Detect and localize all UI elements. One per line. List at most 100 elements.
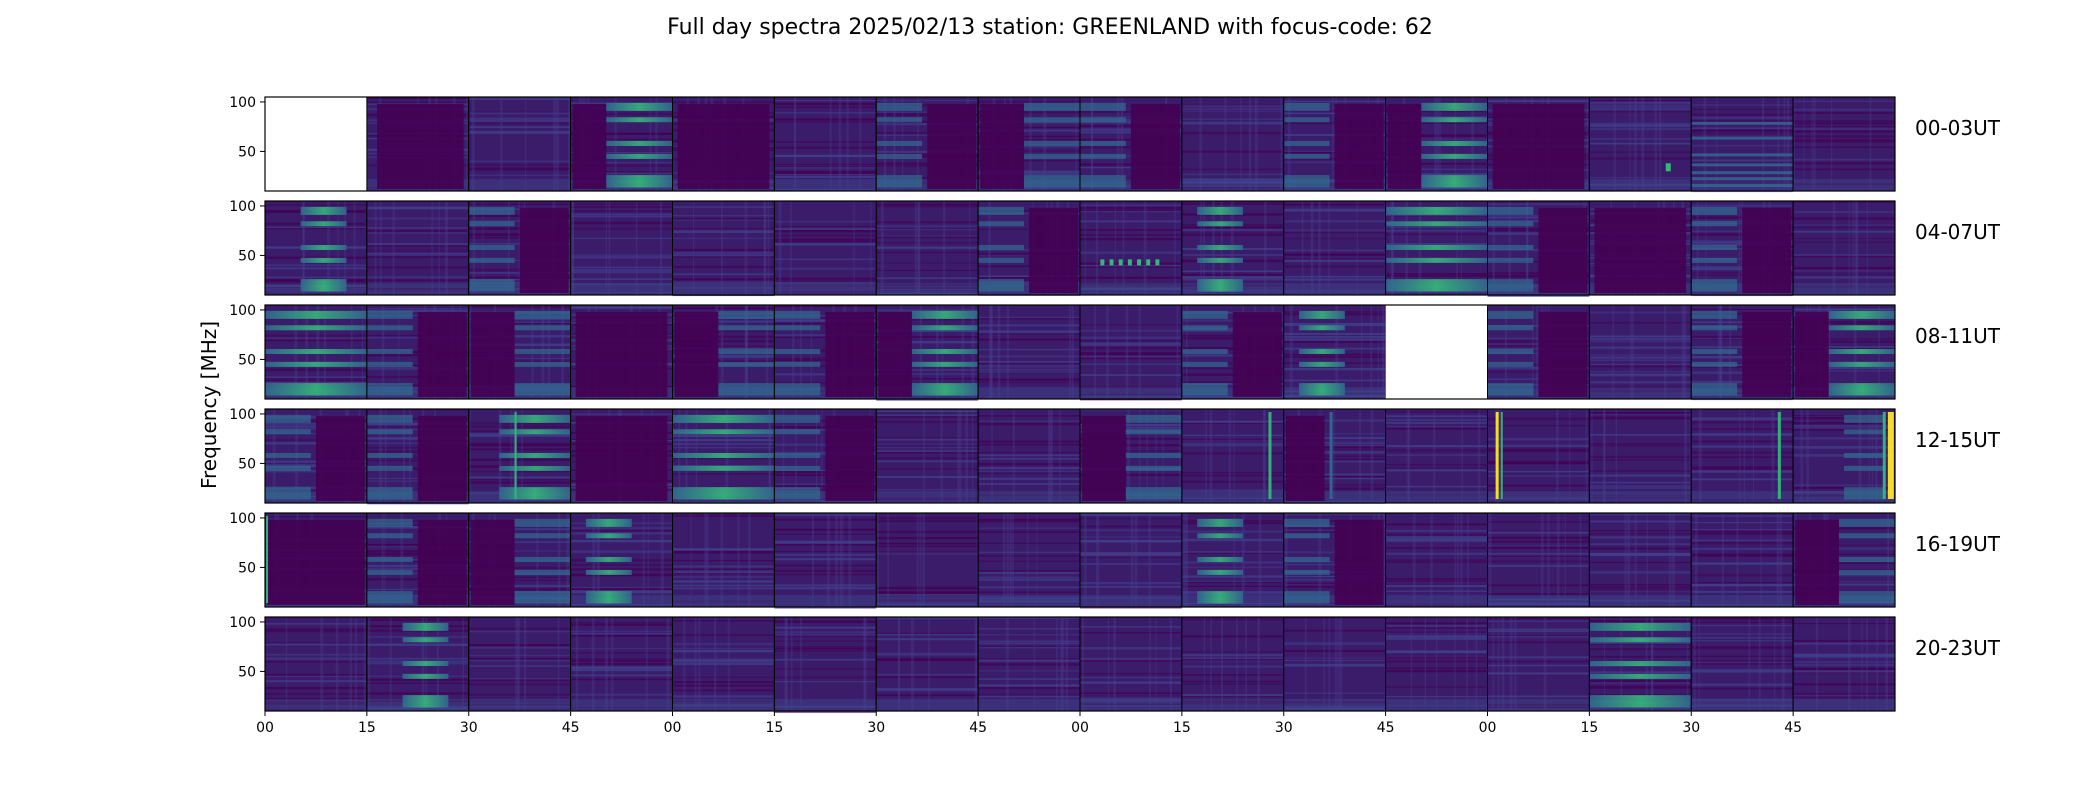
- spectral-line: [366, 618, 469, 622]
- emission-band: [366, 465, 413, 471]
- spectral-line: [1385, 667, 1488, 669]
- spectral-line: [1385, 625, 1488, 627]
- spectral-line: [1589, 371, 1692, 373]
- spectral-line: [1385, 530, 1488, 532]
- spectral-line: [978, 642, 1080, 645]
- spectral-line: [672, 252, 775, 254]
- emission-band: [514, 361, 571, 367]
- time-column: [523, 617, 527, 711]
- spectral-line: [774, 258, 877, 261]
- spectral-line: [570, 266, 673, 268]
- emission-band: [1181, 310, 1228, 319]
- spectral-line: [1080, 556, 1182, 559]
- spectral-line: [1487, 552, 1590, 555]
- emission-band: [1283, 518, 1330, 527]
- emission-band: [1828, 349, 1895, 355]
- emission-band: [1487, 286, 1534, 292]
- spectral-line: [1385, 275, 1488, 277]
- time-column: [1547, 513, 1550, 607]
- spectral-line: [1080, 220, 1182, 223]
- time-column: [727, 617, 730, 711]
- spectral-line: [774, 154, 877, 157]
- emission-band: [366, 598, 413, 604]
- spectral-line: [978, 659, 1080, 662]
- emission-band: [1283, 102, 1330, 111]
- time-column: [1236, 617, 1238, 711]
- spectral-line: [1080, 553, 1182, 556]
- time-column: [1359, 409, 1362, 503]
- spectrum-panel: [1690, 304, 1795, 401]
- spectral-line: [1080, 529, 1182, 532]
- spectral-line: [1589, 142, 1692, 145]
- spectrum-panel: [1588, 408, 1692, 504]
- x-tick-label: 30: [460, 720, 478, 736]
- spectrum-panel: [672, 304, 775, 400]
- time-column: [1613, 97, 1616, 191]
- emission-band: [1023, 102, 1080, 111]
- emission-band: [402, 695, 449, 704]
- spectral-line: [1283, 487, 1386, 490]
- spectrum-panel: [1588, 96, 1692, 192]
- y-tick-label: 100: [229, 95, 256, 111]
- emission-band: [585, 557, 632, 563]
- emission-band: [1299, 310, 1345, 319]
- spectral-line: [1589, 434, 1692, 436]
- spectral-line: [468, 683, 571, 686]
- spectral-line: [672, 457, 775, 460]
- time-column: [660, 201, 663, 295]
- emission-band: [265, 429, 311, 435]
- low-freq-band: [876, 595, 979, 607]
- time-column: [1233, 409, 1235, 503]
- spectral-line: [1793, 161, 1895, 165]
- spectrum-panel: [1181, 616, 1285, 712]
- spectral-line: [1080, 703, 1182, 706]
- quiet-region: [1387, 103, 1422, 190]
- spectral-line: [1793, 694, 1895, 697]
- time-column: [863, 617, 867, 711]
- spectral-line: [1589, 177, 1692, 179]
- panel-background: [1080, 513, 1182, 607]
- spectral-line: [672, 498, 775, 502]
- time-column: [919, 513, 922, 607]
- spectral-line: [876, 292, 979, 296]
- spectral-line: [1080, 473, 1182, 477]
- spectral-line: [1589, 693, 1692, 696]
- spectral-line: [1793, 183, 1895, 186]
- spectrum-panel: [773, 512, 877, 609]
- spectral-line: [1181, 452, 1284, 455]
- emission-band: [774, 325, 821, 331]
- time-column: [1060, 617, 1063, 711]
- spectral-line: [1487, 450, 1590, 453]
- spectral-line: [1691, 184, 1794, 188]
- spectral-line: [1793, 146, 1895, 149]
- emission-band: [1197, 221, 1243, 227]
- spectral-line: [774, 558, 877, 561]
- spectral-line: [876, 437, 979, 439]
- time-column: [1406, 409, 1408, 503]
- emission-band: [1299, 325, 1345, 331]
- empty-panel: [1385, 305, 1488, 399]
- spectrum-panel: [1283, 408, 1387, 504]
- signal-dot: [1137, 259, 1142, 266]
- time-column: [720, 201, 723, 295]
- y-axis-label: Frequency [MHz]: [197, 321, 221, 489]
- spectral-line: [570, 666, 673, 669]
- time-column: [355, 617, 357, 711]
- quiet-region: [417, 311, 467, 398]
- spectral-line: [366, 227, 469, 229]
- time-column: [1684, 409, 1688, 503]
- emission-band: [978, 245, 1024, 251]
- spectral-line: [876, 204, 979, 206]
- time-column: [1693, 617, 1696, 711]
- spectral-line: [468, 693, 571, 696]
- spectral-line: [1589, 337, 1692, 341]
- spectral-line: [978, 560, 1080, 562]
- spectral-line: [1691, 687, 1794, 690]
- spectral-line: [1487, 461, 1590, 464]
- spectrum-panel: [468, 96, 572, 192]
- time-column: [827, 513, 830, 607]
- emission-band: [499, 494, 571, 500]
- spectral-line: [366, 217, 469, 220]
- spectral-line: [570, 256, 673, 259]
- time-column: [1738, 201, 1740, 295]
